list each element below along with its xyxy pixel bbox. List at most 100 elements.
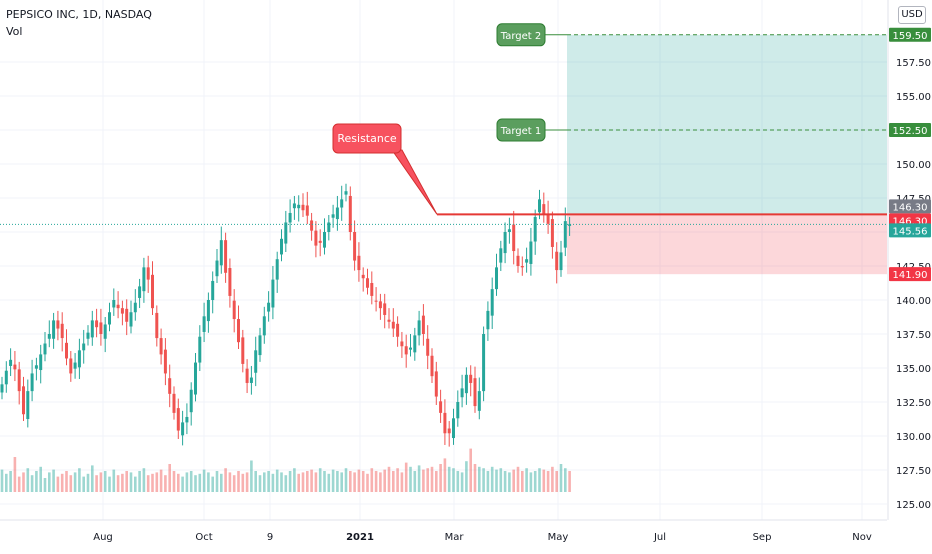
candle-body bbox=[228, 268, 232, 296]
candle-body bbox=[125, 308, 129, 322]
y-tick-label: 132.50 bbox=[896, 398, 931, 409]
volume-bar bbox=[323, 471, 326, 492]
x-tick-label: Sep bbox=[753, 532, 772, 543]
volume-bar bbox=[542, 469, 546, 492]
volume-bar bbox=[499, 468, 503, 492]
candle-body bbox=[555, 251, 559, 271]
volume-bar bbox=[417, 465, 421, 492]
volume-bar bbox=[211, 476, 214, 492]
candle-body bbox=[550, 219, 554, 247]
volume-bar bbox=[202, 469, 206, 492]
candle-body bbox=[215, 260, 219, 277]
x-tick-label: Mar bbox=[445, 532, 465, 543]
candle-body bbox=[237, 319, 240, 343]
candle-body bbox=[254, 350, 258, 373]
resistance-callout[interactable] bbox=[332, 123, 402, 154]
target-callout[interactable] bbox=[496, 118, 546, 142]
volume-bar bbox=[357, 469, 361, 492]
volume-bar bbox=[435, 471, 438, 492]
volume-bar bbox=[349, 471, 352, 492]
volume-bar bbox=[39, 466, 42, 492]
candle-body bbox=[232, 300, 236, 320]
volume-bar bbox=[30, 475, 34, 492]
volume-bar bbox=[108, 476, 111, 492]
volume-bar bbox=[538, 468, 541, 492]
candle-body bbox=[499, 248, 503, 263]
volume-bar bbox=[370, 468, 374, 492]
candle-body bbox=[241, 337, 245, 364]
candle-body bbox=[439, 401, 443, 413]
loss-zone[interactable] bbox=[567, 214, 887, 275]
candle-body bbox=[172, 393, 176, 413]
candle-body bbox=[280, 238, 283, 255]
candle-body bbox=[17, 369, 21, 392]
volume-bar bbox=[366, 473, 369, 492]
candle-body bbox=[146, 267, 150, 280]
candle-body bbox=[525, 259, 529, 263]
candle-body bbox=[490, 289, 494, 316]
volume-bar bbox=[271, 473, 275, 492]
candle-body bbox=[568, 224, 572, 226]
volume-bar bbox=[52, 469, 55, 492]
target-label: Target 2 bbox=[500, 31, 541, 42]
candle-body bbox=[202, 316, 206, 332]
volume-bar bbox=[473, 464, 477, 492]
volume-bar bbox=[159, 469, 163, 492]
candle-body bbox=[108, 312, 111, 325]
currency-button[interactable]: USD bbox=[898, 6, 926, 24]
volume-bar bbox=[409, 466, 412, 492]
volume-bar bbox=[129, 472, 133, 492]
volume-bar bbox=[331, 469, 335, 492]
candle-body bbox=[224, 240, 228, 273]
volume-bar bbox=[60, 473, 64, 492]
candle-body bbox=[116, 304, 120, 309]
candle-body bbox=[426, 338, 430, 356]
volume-bar bbox=[155, 472, 159, 492]
candle-body bbox=[65, 342, 68, 359]
volume-bar bbox=[82, 476, 85, 492]
y-tick-label: 150.00 bbox=[896, 160, 931, 171]
volume-bar bbox=[258, 475, 262, 492]
candle-body bbox=[533, 217, 537, 242]
candle-body bbox=[413, 335, 417, 353]
volume-bar bbox=[383, 469, 386, 492]
volume-bar bbox=[555, 471, 558, 492]
volume-bar bbox=[340, 472, 343, 492]
target-label: Target 1 bbox=[500, 126, 541, 137]
volume-bar bbox=[503, 471, 507, 492]
x-tick-label: 2021 bbox=[346, 532, 374, 543]
chart-title: PEPSICO INC, 1D, NASDAQ bbox=[6, 8, 152, 21]
volume-indicator-label[interactable]: Vol bbox=[6, 25, 23, 38]
volume-bar bbox=[568, 471, 571, 492]
volume-bar bbox=[422, 469, 425, 492]
candle-body bbox=[335, 207, 339, 220]
candle-body bbox=[4, 370, 8, 385]
candle-body bbox=[546, 214, 550, 224]
volume-bar bbox=[559, 464, 563, 492]
volume-bar bbox=[43, 478, 47, 492]
candle-body bbox=[219, 240, 223, 266]
profit-zone[interactable] bbox=[567, 34, 887, 215]
candle-body bbox=[56, 320, 60, 329]
volume-bar bbox=[310, 469, 313, 492]
volume-bar bbox=[533, 471, 537, 492]
candle-body bbox=[400, 341, 404, 347]
candle-body bbox=[13, 364, 17, 370]
volume-bar bbox=[125, 471, 128, 492]
target-callout[interactable] bbox=[496, 23, 546, 47]
volume-bar bbox=[439, 464, 442, 492]
x-tick-label: Oct bbox=[195, 532, 212, 543]
volume-bar bbox=[469, 448, 472, 492]
volume-bar bbox=[430, 466, 434, 492]
volume-bar bbox=[35, 471, 38, 492]
volume-bar bbox=[508, 472, 511, 492]
candle-body bbox=[26, 391, 30, 419]
volume-bar bbox=[486, 471, 490, 492]
x-tick-label: May bbox=[548, 532, 569, 543]
candle-body bbox=[409, 347, 412, 350]
candle-body bbox=[185, 416, 189, 423]
volume-bar bbox=[564, 468, 567, 492]
candle-body bbox=[129, 312, 133, 327]
candle-body bbox=[452, 418, 455, 439]
